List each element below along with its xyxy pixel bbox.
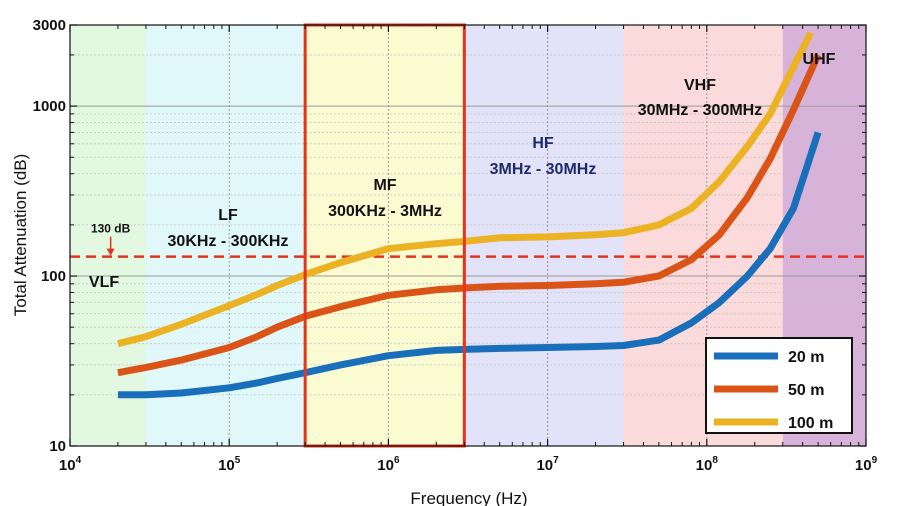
plot-frame [69, 24, 867, 447]
band-name-uhf: UHF [803, 51, 836, 68]
series-lines [117, 31, 822, 399]
legend-label: 100 m [788, 415, 833, 432]
frequency-bands [70, 25, 866, 446]
x-tick-exponent: 5 [235, 455, 241, 466]
x-tick-label: 109 [855, 455, 878, 474]
threshold: 130 dB [70, 222, 866, 258]
legend: 20 m 50 m 100 m [705, 337, 853, 434]
x-axis-label: Frequency (Hz) [410, 489, 527, 506]
band-name-hf: HF [532, 135, 554, 152]
y-axis-label: Total Attenuation (dB) [11, 154, 30, 317]
x-tick-label: 107 [536, 455, 559, 474]
band-range-hf: 3MHz - 30MHz [490, 161, 597, 178]
band-name-lf: LF [218, 207, 238, 224]
legend-label: 20 m [788, 349, 824, 366]
x-tick-exponent: 7 [553, 455, 559, 466]
legend-label: 50 m [788, 382, 824, 399]
band-vlf [70, 25, 146, 446]
x-tick-label: 104 [59, 455, 82, 474]
band-labels: VLF LF 30KHz - 300KHz MF 300KHz - 3MHz HF 3MHz… [89, 51, 836, 291]
band-range-lf: 30KHz - 300KHz [168, 233, 289, 250]
y-tick-label: 3000 [33, 17, 66, 34]
x-tick-label: 106 [377, 455, 400, 474]
x-tick-exponent: 6 [394, 455, 400, 466]
y-tick-label: 100 [41, 268, 66, 285]
x-tick-base: 10 [59, 457, 76, 474]
y-tick-label: 1000 [33, 98, 66, 115]
x-tick-base: 10 [218, 457, 235, 474]
x-tick-exponent: 4 [76, 455, 82, 466]
threshold-label: 130 dB [91, 222, 131, 236]
band-name-vlf: VLF [89, 274, 119, 291]
x-tick-base: 10 [536, 457, 553, 474]
x-tick-base: 10 [696, 457, 713, 474]
x-tick-label: 108 [696, 455, 719, 474]
series-line-50m [117, 53, 822, 377]
x-tick-label: 105 [218, 455, 241, 474]
series-line-20m [117, 131, 822, 399]
x-tick-base: 10 [855, 457, 872, 474]
band-name-vhf: VHF [684, 77, 716, 94]
band-name-mf: MF [373, 177, 396, 194]
x-tick-base: 10 [377, 457, 394, 474]
y-tick-label: 10 [49, 438, 66, 455]
band-range-mf: 300KHz - 3MHz [328, 203, 442, 220]
series-line-100m [117, 31, 814, 348]
x-tick-exponent: 8 [712, 455, 718, 466]
x-tick-exponent: 9 [872, 455, 878, 466]
band-range-vhf: 30MHz - 300MHz [638, 102, 762, 119]
threshold-arrowhead [106, 248, 115, 256]
band-mf [305, 25, 465, 446]
